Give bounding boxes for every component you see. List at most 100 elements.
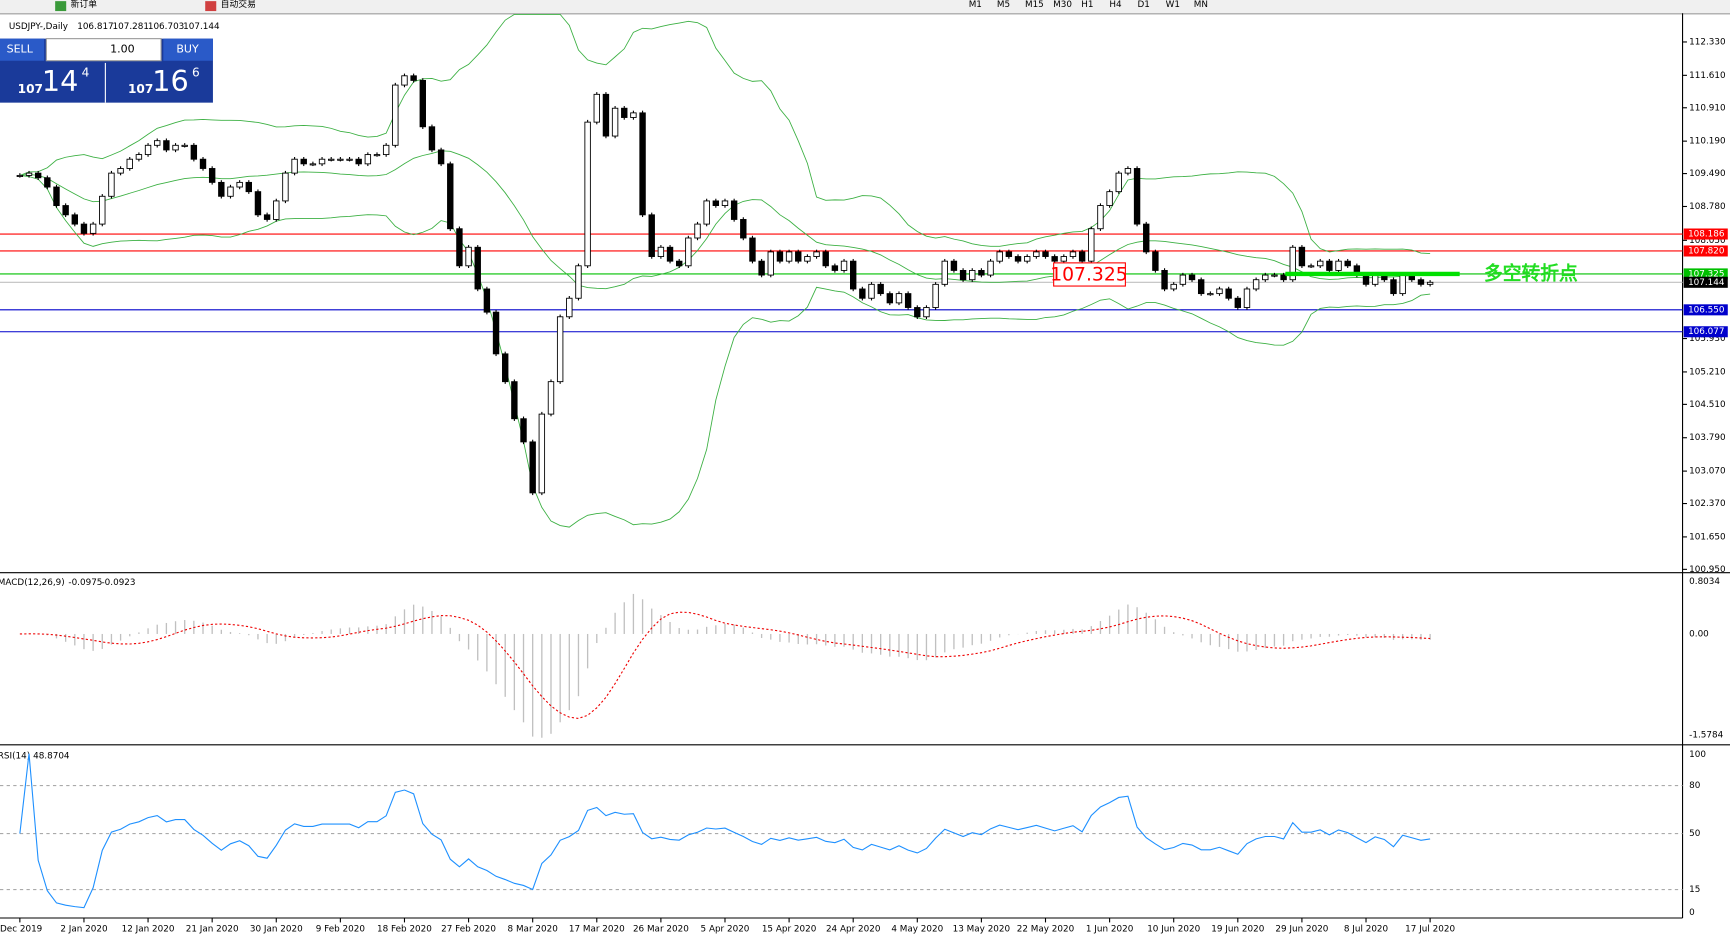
candle <box>666 246 674 262</box>
candle <box>1399 274 1406 295</box>
level-label-bg <box>1683 228 1728 240</box>
timeframe-button[interactable]: M15 <box>1025 0 1044 10</box>
price-tick-label: 103.790 <box>1689 433 1726 443</box>
candle <box>740 219 747 239</box>
price-tick-label: 108.050 <box>1689 236 1726 246</box>
timeframe-button[interactable]: H1 <box>1081 0 1093 10</box>
candle <box>89 223 97 234</box>
timeframe-button[interactable]: H4 <box>1109 0 1122 10</box>
candle <box>154 140 161 146</box>
candle <box>456 228 463 267</box>
candle <box>1051 256 1058 262</box>
lots-value[interactable]: 1.00 <box>110 43 135 56</box>
candle <box>840 260 848 271</box>
candle <box>1106 191 1113 206</box>
level-label: 108.186 <box>1688 230 1725 240</box>
candle <box>1069 251 1077 257</box>
ohlc-value: 106.703 <box>148 22 184 32</box>
toolbar <box>0 0 1730 14</box>
date-label: Dec 2019 <box>0 925 42 935</box>
annotation-box <box>1053 262 1126 287</box>
timeframe-button[interactable]: MN <box>1194 0 1208 10</box>
candle <box>474 246 481 290</box>
level-label: 106.077 <box>1688 327 1724 337</box>
candle <box>877 283 884 295</box>
ask-pip[interactable]: 6 <box>192 65 200 79</box>
candle <box>263 214 271 220</box>
annotation-note: 多空转折点 <box>1484 261 1578 284</box>
candle <box>1280 274 1287 281</box>
rsi-tick-label: 0 <box>1689 908 1695 918</box>
sell-button[interactable] <box>0 38 45 61</box>
trade-panel: SELL 1.00 BUY 107 14 4 107 16 6 <box>0 38 213 103</box>
candle <box>34 172 42 179</box>
date-label: 19 Jun 2020 <box>1211 925 1264 935</box>
candle <box>1243 288 1251 308</box>
timeframe-button[interactable]: D1 <box>1138 0 1150 10</box>
timeframe-button[interactable]: M5 <box>997 0 1010 10</box>
bid-pip[interactable]: 4 <box>82 65 90 79</box>
candle <box>1262 274 1269 281</box>
candle <box>1014 256 1022 262</box>
timeframe-button[interactable]: M30 <box>1053 0 1072 10</box>
candle <box>218 181 225 197</box>
level-label: 107.820 <box>1688 246 1725 256</box>
candle <box>346 158 353 161</box>
candle <box>950 260 958 271</box>
candle <box>254 191 262 216</box>
candle <box>1317 260 1324 267</box>
bid-mid[interactable]: 14 <box>42 64 78 98</box>
lots-input[interactable] <box>45 38 162 62</box>
candle <box>437 149 445 165</box>
candle <box>886 293 894 304</box>
ask-mid[interactable]: 16 <box>152 64 188 98</box>
candle <box>199 158 207 169</box>
timeframe-button[interactable]: M1 <box>969 0 982 10</box>
sell-label[interactable]: SELL <box>7 43 34 56</box>
level-label-bg <box>1683 245 1728 257</box>
candle <box>227 186 234 197</box>
macd-label: MACD(12,26,9) <box>0 578 65 588</box>
candle <box>144 144 152 156</box>
candle <box>1124 168 1132 174</box>
candle <box>401 75 408 86</box>
candle <box>282 172 289 202</box>
candle <box>1225 288 1232 299</box>
buy-button[interactable] <box>163 38 213 61</box>
auto-trading-icon[interactable] <box>205 1 217 12</box>
date-label: 1 Jun 2020 <box>1086 925 1134 935</box>
candle <box>1023 256 1031 262</box>
candle <box>813 251 820 257</box>
buy-label[interactable]: BUY <box>176 43 199 56</box>
candle <box>969 269 976 281</box>
candle <box>611 107 619 137</box>
candle <box>694 223 701 239</box>
bid-big[interactable]: 107 <box>18 82 43 96</box>
candle <box>172 144 179 151</box>
price-tick-label: 103.070 <box>1689 467 1726 477</box>
date-label: 8 Jul 2020 <box>1344 925 1389 935</box>
rsi-label: RSI(14) <box>0 751 30 761</box>
ask-big[interactable]: 107 <box>128 82 153 96</box>
current-price-bg <box>1683 276 1728 288</box>
candle <box>703 200 710 225</box>
separator <box>0 13 1730 15</box>
candle <box>996 251 1003 262</box>
candle <box>648 214 655 257</box>
candle <box>904 293 912 308</box>
candle <box>1307 265 1315 268</box>
date-label: 8 Mar 2020 <box>508 925 559 935</box>
candle <box>273 200 280 220</box>
price-tick-label: 109.490 <box>1689 169 1726 179</box>
candle <box>1097 205 1104 230</box>
new-order-button[interactable]: 新订单 <box>71 0 98 10</box>
new-order-icon[interactable] <box>55 1 67 12</box>
candle <box>382 144 390 156</box>
candle <box>785 251 793 262</box>
candle <box>767 251 774 276</box>
candle <box>1170 283 1177 290</box>
date-label: 12 Jan 2020 <box>122 925 175 935</box>
timeframe-button[interactable]: W1 <box>1166 0 1180 10</box>
auto-trading-button[interactable]: 自动交易 <box>221 0 256 10</box>
